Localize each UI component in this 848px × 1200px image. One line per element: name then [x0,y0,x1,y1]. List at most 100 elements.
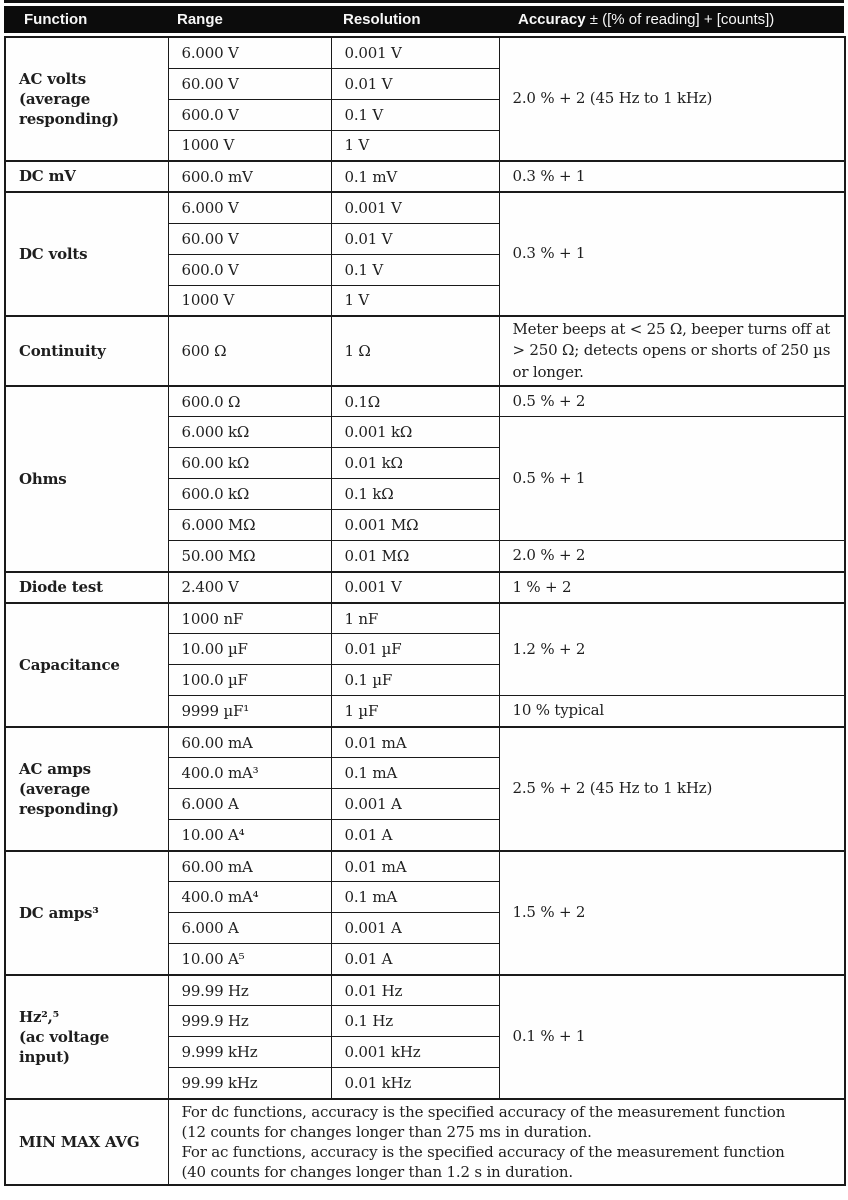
function-cell: MIN MAX AVG [4,1098,169,1186]
range-cell: 60.00 V [167,222,332,255]
resolution-cell: 0.1Ω [330,385,500,418]
table-row: DC mV 600.0 mV 0.1 mV 0.3 % + 1 [4,160,846,193]
accuracy-cell: 1.5 % + 2 [498,850,846,976]
resolution-cell: 1 Ω [330,315,500,387]
table-header-row: Function Range Resolution Accuracy ± ([%… [4,6,844,33]
range-cell: 600.0 kΩ [167,478,332,511]
section-9: Hz²,⁵ (ac voltage input) 99.99 Hz 0.01 Hz 0… [4,974,846,1100]
resolution-cell: 0.01 A [330,819,500,852]
top-rule [4,0,844,3]
range-cell: 1000 V [167,284,332,317]
table-row: 9999 µF¹ 1 µF 10 % typical [5,695,846,728]
table-row: 9.999 kHz 0.001 kHz [5,1036,845,1069]
resolution-cell: 0.1 V [330,98,500,131]
section-6: Capacitance 1000 nF 1 nF 1.2 % + 2 10.00 µF 0… [4,602,846,728]
function-cell: Diode test [4,571,169,604]
range-cell: 60.00 mA [167,850,332,883]
resolution-cell: 1 V [330,129,500,162]
table-row: MIN MAX AVG For dc functions, accuracy is… [4,1098,846,1186]
range-cell: 6.000 MΩ [167,509,332,542]
function-cell: DC amps³ [4,850,169,976]
resolution-cell: 0.001 MΩ [330,509,500,542]
table-row: 400.0 mA³ 0.1 mA [5,757,845,790]
resolution-cell: 0.01 V [330,67,500,100]
resolution-cell: 0.01 µF [330,633,500,666]
range-cell: 999.9 Hz [167,1005,332,1038]
resolution-cell: 0.01 kHz [330,1067,500,1100]
range-cell: 50.00 MΩ [167,540,332,573]
range-cell: 60.00 mA [167,726,332,759]
function-cell: AC volts (average responding) [4,36,169,162]
range-cell: 400.0 mA⁴ [167,881,332,914]
function-cell: Ohms [4,385,169,573]
col-header-range: Range [177,11,223,28]
table-row: AC amps (average responding) 60.00 mA 0.01… [4,726,846,852]
range-cell: 10.00 A⁴ [167,819,332,852]
table-row: Capacitance 1000 nF 1 nF 1.2 % + 2 [4,602,846,728]
resolution-cell: 0.01 Hz [330,974,500,1007]
resolution-cell: 1 µF [330,695,500,728]
section-0: AC volts (average responding) 6.000 V 0.00… [4,36,846,162]
table-row: 60.00 V 0.01 V [5,222,845,255]
accuracy-cell: 2.0 % + 2 [498,540,846,573]
resolution-cell: 0.1 Hz [330,1005,500,1038]
accuracy-cell: 0.3 % + 1 [498,160,846,193]
range-cell: 6.000 A [167,912,332,945]
wide-text-line: For dc functions, accuracy is the specif… [181,1102,786,1121]
accuracy-cell: 0.5 % + 2 [498,385,846,418]
table-row: 600.0 V 0.1 V [5,253,845,286]
resolution-cell: 0.1 µF [330,664,500,697]
resolution-cell: 0.001 kΩ [330,416,500,449]
resolution-cell: 0.001 A [330,788,500,821]
range-cell: 10.00 A⁵ [167,943,332,976]
section-1: DC mV 600.0 mV 0.1 mV 0.3 % + 1 [4,160,846,193]
table-row: AC volts (average responding) 6.000 V 0.00… [4,36,846,162]
range-cell: 600.0 V [167,253,332,286]
section-10: MIN MAX AVG For dc functions, accuracy is… [4,1098,846,1186]
col-header-resolution: Resolution [343,11,421,28]
range-cell: 600.0 Ω [167,385,332,418]
section-2: DC volts 6.000 V 0.001 V 0.3 % + 1 60.00 V 0.… [4,191,846,317]
table-row: Hz²,⁵ (ac voltage input) 99.99 Hz 0.01 Hz 0… [4,974,846,1100]
accuracy-cell: 1.2 % + 2 [498,602,846,697]
table-row: Ohms 600.0 Ω 0.1Ω 0.5 % + 2 [4,385,846,573]
accuracy-cell: 0.5 % + 1 [498,416,846,542]
table-row: 50.00 MΩ 0.01 MΩ 2.0 % + 2 [5,540,846,573]
resolution-cell: 0.001 V [330,571,500,604]
multimeter-spec-table: AC volts (average responding) 6.000 V 0.00… [4,36,846,1187]
resolution-cell: 0.1 V [330,253,500,286]
table-row: DC amps³ 60.00 mA 0.01 mA 1.5 % + 2 [4,850,846,976]
range-cell: 60.00 V [167,67,332,100]
range-cell: 60.00 kΩ [167,447,332,480]
resolution-cell: 0.01 V [330,222,500,255]
function-cell: Hz²,⁵ (ac voltage input) [4,974,169,1100]
range-cell: 6.000 V [167,36,332,69]
table-row: 60.00 V 0.01 V [5,67,845,100]
resolution-cell: 0.1 mV [330,160,500,193]
resolution-cell: 0.1 kΩ [330,478,500,511]
range-cell: 99.99 Hz [167,974,332,1007]
range-cell: 1000 nF [167,602,332,635]
table-row: 100.0 µF 0.1 µF [5,664,845,697]
resolution-cell: 1 nF [330,602,500,635]
resolution-cell: 0.1 mA [330,881,500,914]
resolution-cell: 0.01 mA [330,726,500,759]
range-cell: 9.999 kHz [167,1036,332,1069]
accuracy-header-label: Accuracy [518,11,586,28]
resolution-cell: 0.001 V [330,191,500,224]
range-cell: 99.99 kHz [167,1067,332,1100]
range-cell: 6.000 A [167,788,332,821]
accuracy-cell: 1 % + 2 [498,571,846,604]
function-cell: DC volts [4,191,169,317]
function-cell: DC mV [4,160,169,193]
range-cell: 600.0 V [167,98,332,131]
range-cell: 6.000 kΩ [167,416,332,449]
table-row: 10.00 µF 0.01 µF [5,633,845,666]
range-cell: 600.0 mV [167,160,332,193]
